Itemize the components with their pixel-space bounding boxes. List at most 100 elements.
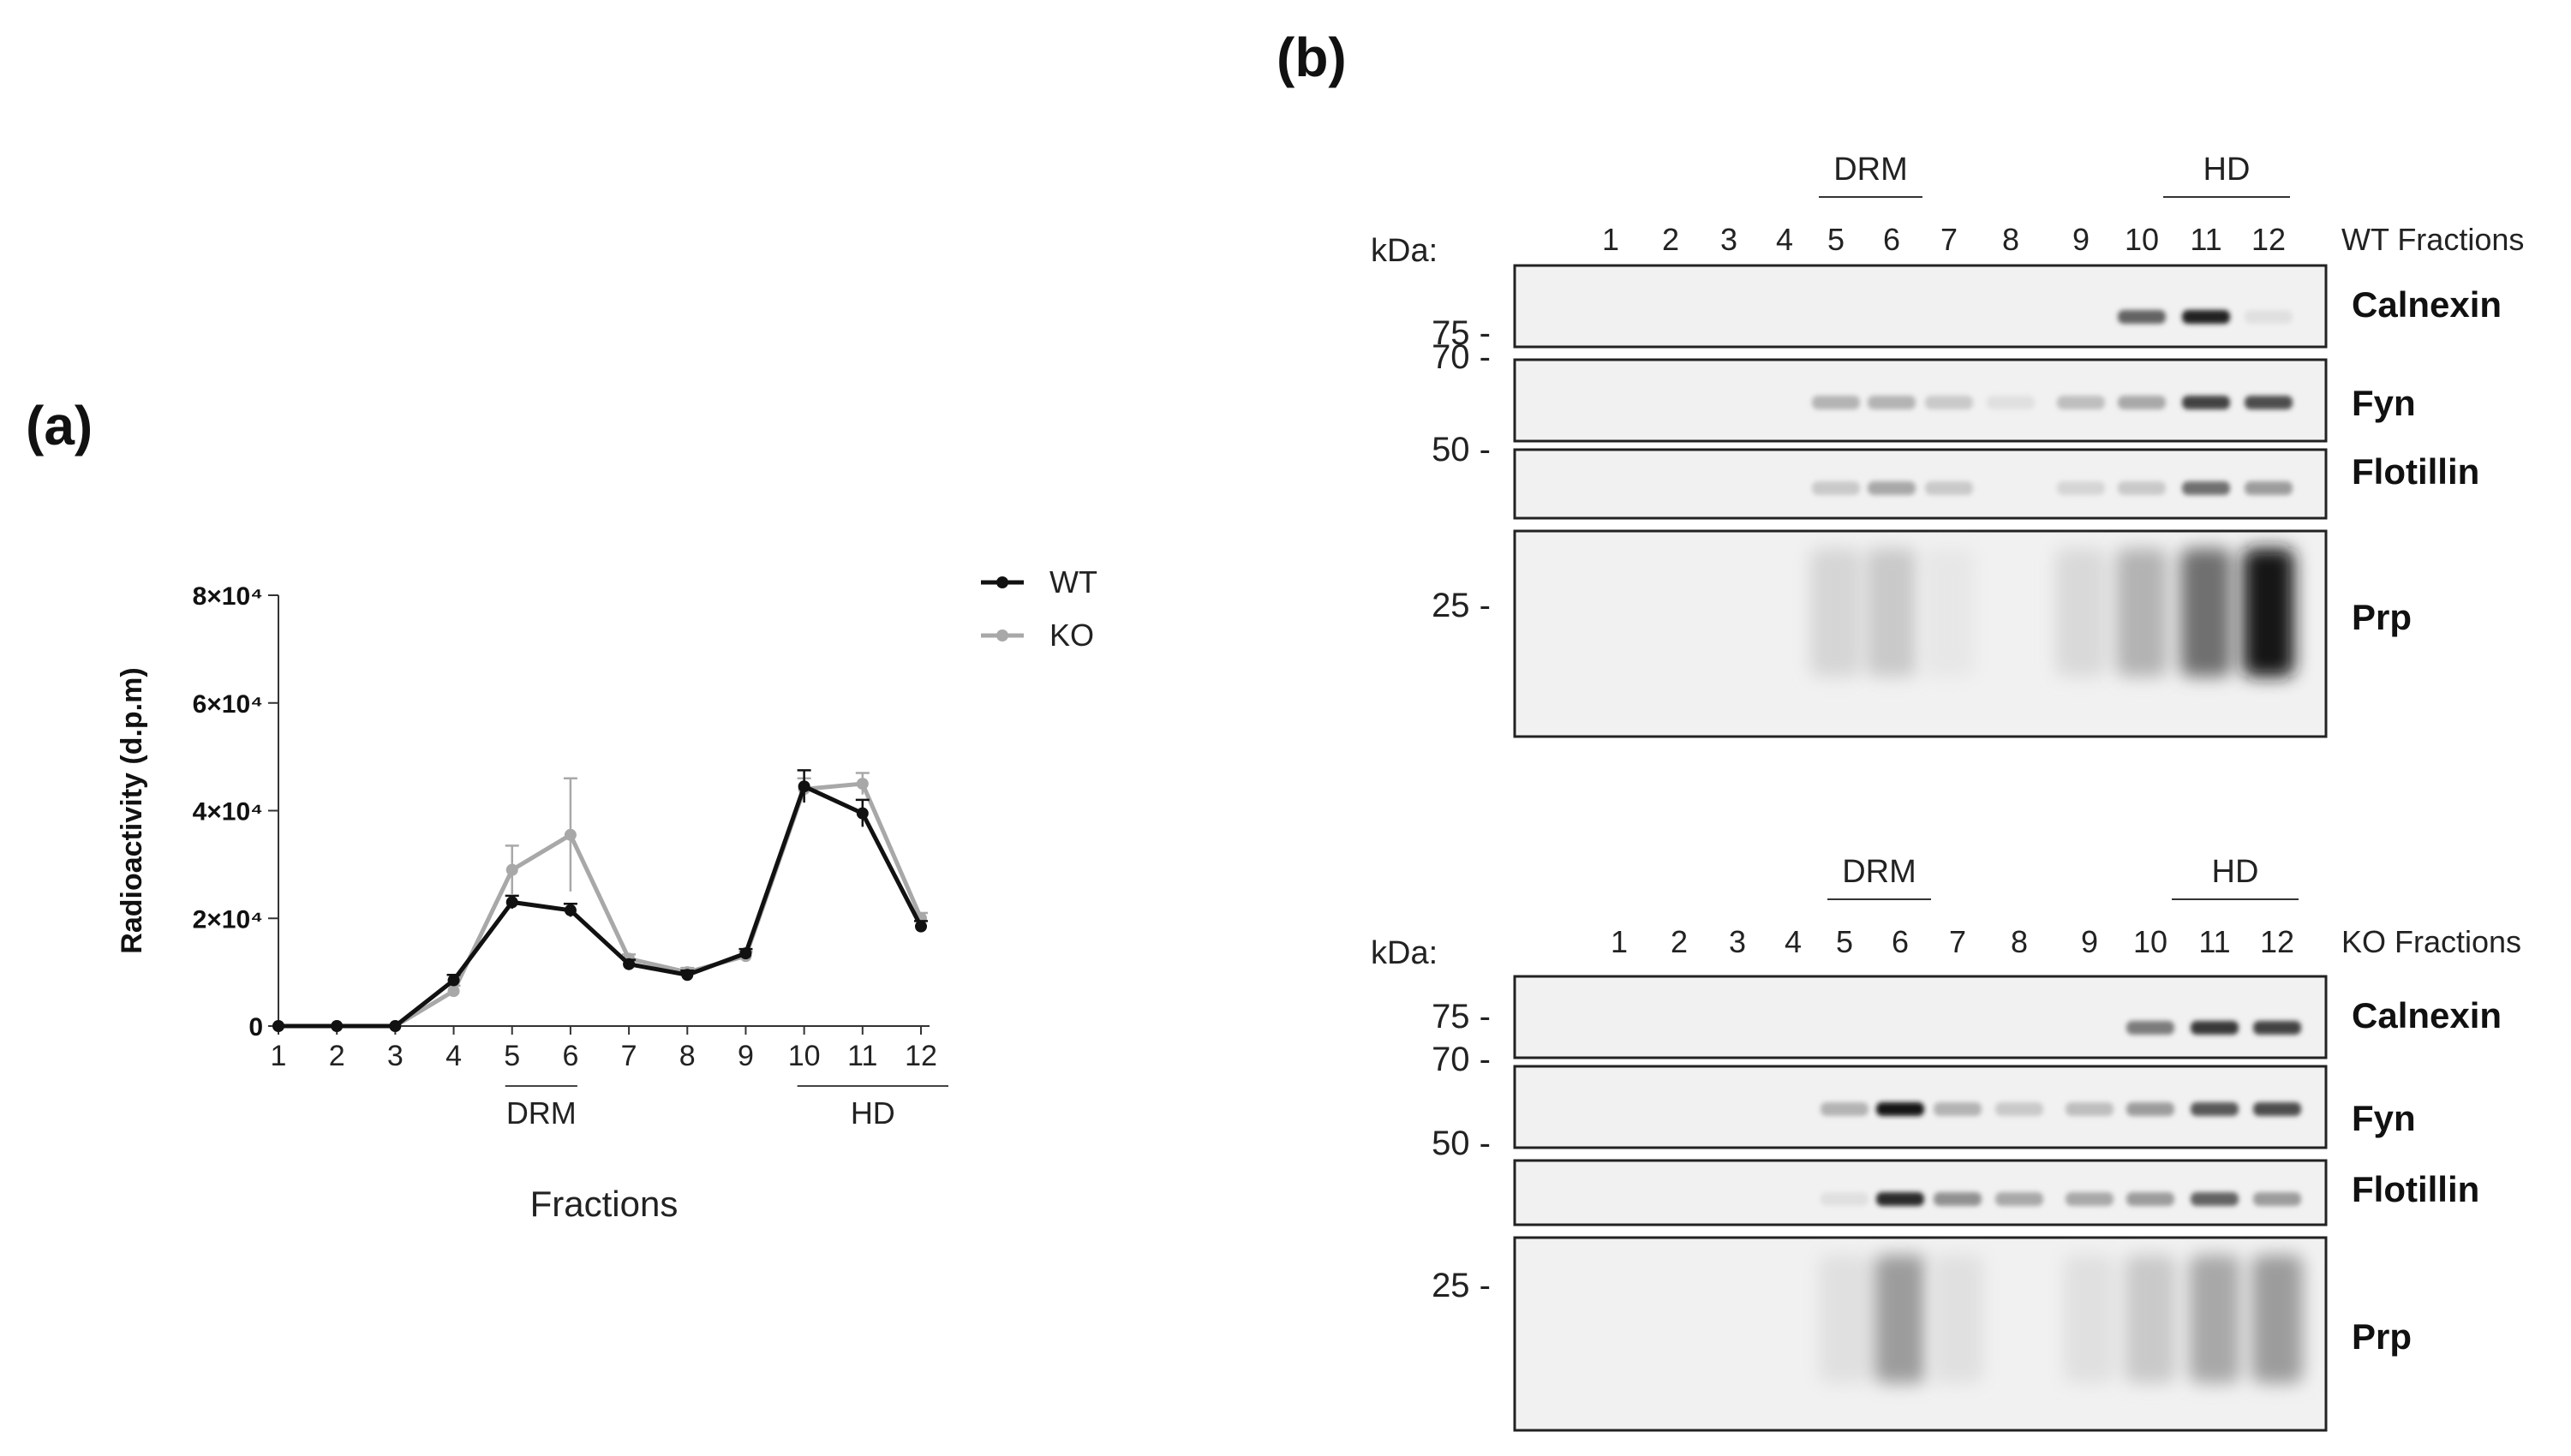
protein-band	[1987, 396, 2035, 409]
protein-band	[2066, 1102, 2114, 1116]
lane-number: 4	[1785, 924, 1802, 959]
membrane-flotillin	[1513, 448, 2328, 520]
x-tick-label: 10	[788, 1040, 821, 1072]
protein-band	[2245, 481, 2293, 495]
smear-band	[2251, 1255, 2303, 1383]
protein-band	[1934, 1102, 1982, 1116]
y-tick-label: 6×10⁴	[193, 690, 263, 719]
bracket-hd-label: HD	[851, 1095, 895, 1131]
protein-band	[2253, 1102, 2301, 1116]
protein-band	[2245, 396, 2293, 409]
lane-number: 10	[2133, 924, 2167, 959]
protein-band	[2057, 396, 2105, 409]
fractions-label: KO Fractions	[2341, 924, 2521, 959]
data-point	[739, 947, 752, 960]
lane-number: 11	[2190, 222, 2221, 257]
smear-band	[2189, 1255, 2240, 1383]
protein-label-fyn: Fyn	[2352, 1098, 2416, 1138]
legend-marker	[996, 576, 1008, 588]
data-point	[447, 974, 460, 987]
protein-band	[1876, 1102, 1924, 1116]
panel-a-label: (a)	[26, 395, 93, 456]
protein-band	[2126, 1102, 2174, 1116]
protein-band	[2126, 1192, 2174, 1206]
protein-band	[1995, 1192, 2043, 1206]
lane-number: 3	[1720, 222, 1737, 257]
x-tick-label: 5	[504, 1040, 520, 1072]
protein-band	[2066, 1192, 2114, 1206]
x-tick-label: 1	[271, 1040, 287, 1072]
protein-band	[2182, 396, 2230, 409]
membrane-frame	[1513, 264, 2328, 349]
kda-marker: 50 -	[1432, 1125, 1491, 1162]
membrane-fyn	[1513, 358, 2328, 443]
blot-bracket-label: HD	[2203, 152, 2251, 188]
lane-number: 4	[1776, 222, 1793, 257]
protein-band	[2182, 481, 2230, 495]
smear-band	[1819, 1255, 1870, 1383]
kda-marker: 70 -	[1432, 1041, 1491, 1078]
series-line	[278, 784, 924, 1029]
protein-band	[1868, 396, 1916, 409]
lane-number: 1	[1602, 222, 1619, 257]
kda-marker: 25 -	[1432, 587, 1491, 624]
protein-band	[1925, 396, 1973, 409]
data-point	[681, 969, 694, 982]
smear-band	[1923, 548, 1975, 677]
protein-band	[2118, 481, 2166, 495]
protein-label-prp: Prp	[2352, 1316, 2412, 1357]
y-tick-label: 0	[248, 1013, 263, 1041]
membrane-prp	[1513, 529, 2328, 738]
x-tick-label: 11	[847, 1040, 877, 1072]
lane-number: 8	[2002, 222, 2019, 257]
x-tick-label: 2	[329, 1040, 345, 1072]
protein-band	[2126, 1021, 2174, 1035]
lane-number: 7	[1949, 924, 1966, 959]
protein-band	[2245, 310, 2293, 324]
protein-label-flotillin: Flotillin	[2352, 451, 2479, 492]
membrane-calnexin	[1513, 264, 2328, 349]
protein-band	[1821, 1192, 1868, 1206]
lane-number: 12	[2251, 222, 2286, 257]
x-tick-label: 7	[621, 1040, 637, 1072]
protein-band	[2118, 396, 2166, 409]
lane-number: 8	[2011, 924, 2028, 959]
blot-bracket-label: DRM	[1833, 152, 1908, 188]
membrane-prp	[1513, 1236, 2328, 1432]
kda-marker: 50 -	[1432, 431, 1491, 468]
legend-label-ko: KO	[1049, 618, 1094, 653]
protein-band	[2182, 310, 2230, 324]
lane-number: 5	[1836, 924, 1853, 959]
series-wt	[272, 769, 928, 1032]
protein-band	[1812, 481, 1860, 495]
data-point	[856, 807, 869, 820]
lane-number: 6	[1883, 222, 1900, 257]
smear-band	[2116, 548, 2167, 677]
x-tick-label: 4	[445, 1040, 462, 1072]
lane-number: 9	[2081, 924, 2098, 959]
blot-bracket-label: DRM	[1842, 854, 1916, 890]
radioactivity-line-chart: Radioactivity (d.p.m) Fractions 0 2×10⁴ 4×…	[116, 564, 1097, 1224]
protein-band	[2118, 310, 2166, 324]
kda-marker: 25 -	[1432, 1267, 1491, 1304]
lane-number: 5	[1827, 222, 1845, 257]
protein-band	[2057, 481, 2105, 495]
protein-band	[1934, 1192, 1982, 1206]
y-axis-title: Radioactivity (d.p.m)	[116, 667, 148, 953]
smear-band	[2243, 548, 2294, 677]
smear-band	[1874, 1255, 1926, 1383]
data-point	[915, 920, 927, 933]
smear-band	[2055, 548, 2107, 677]
lane-number: 1	[1611, 924, 1628, 959]
lane-number: 6	[1892, 924, 1909, 959]
x-axis-title: Fractions	[530, 1184, 679, 1224]
protein-label-calnexin: Calnexin	[2352, 284, 2502, 325]
smear-band	[1932, 1255, 1983, 1383]
smear-band	[1810, 548, 1862, 677]
lane-number: 3	[1729, 924, 1746, 959]
kda-marker: 75 -	[1432, 314, 1491, 352]
x-tick-label: 3	[387, 1040, 404, 1072]
